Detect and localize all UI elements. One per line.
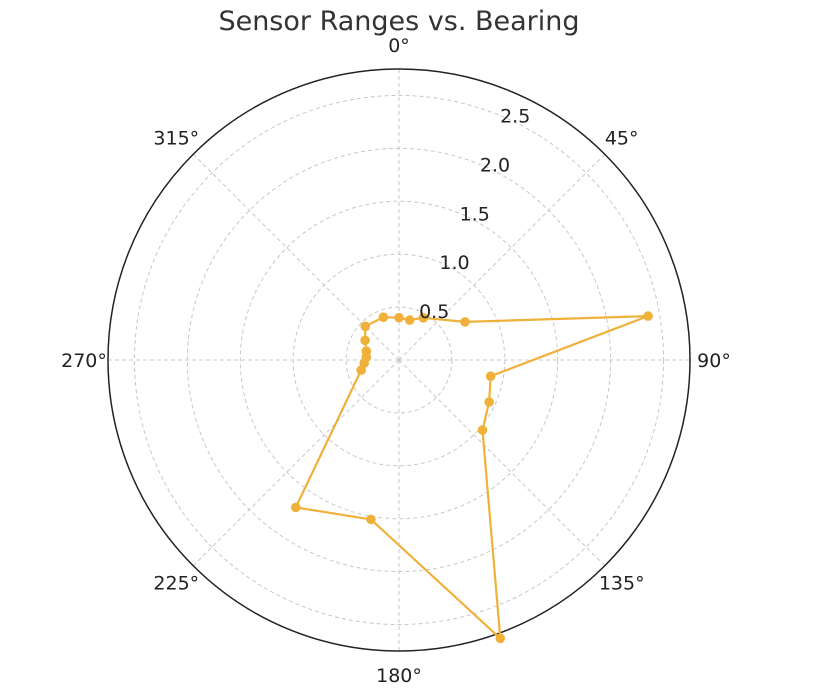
angle-tick-label: 270° [61,350,107,372]
grid-ring-2 [239,200,559,520]
angle-tick-label: 315° [153,127,199,149]
data-point [291,502,301,513]
data-point [360,335,370,346]
data-point [378,312,389,323]
radial-tick-label: 1.0 [439,252,469,274]
radial-tick-label: 0.5 [419,301,449,323]
grid-ring-4 [133,94,665,626]
polar-outer-boundary [107,68,691,652]
angle-tick-label: 135° [599,573,645,595]
angle-tick-label: 45° [605,127,639,149]
chart-title: Sensor Ranges vs. Bearing [218,6,579,37]
grid-spoke-45 [398,153,606,361]
grid-ring-1 [292,253,506,467]
data-point [404,315,415,325]
data-point [484,397,494,407]
grid-spoke-135 [398,359,606,567]
data-point [643,311,653,321]
data-point [361,346,372,357]
radial-tick-label: 2.0 [480,155,510,177]
angle-tick-label: 225° [153,573,199,595]
series-layer [291,311,653,644]
series-line-0 [294,315,650,640]
data-point [394,312,404,323]
polar-grid [107,68,691,652]
grid-ring-3 [186,147,612,573]
angle-tick-label: 180° [376,665,422,687]
data-point [418,313,429,323]
angle-tick-label: 90° [697,350,731,372]
label-layer: 0° 45° 90° 135° 180° 225° 270° 315° 0.5 1.0 1.5 2.0… [61,35,731,687]
data-point [477,425,488,435]
data-point [460,317,470,327]
angle-tick-label: 0° [388,35,410,57]
radial-tick-label: 2.5 [500,106,530,128]
grid-spoke-225 [192,359,400,567]
data-point [495,633,506,644]
grid-ring-0 [345,306,453,414]
data-point [360,321,371,332]
data-point [485,371,496,382]
data-point [366,514,376,525]
radial-tick-label: 1.5 [460,203,490,225]
